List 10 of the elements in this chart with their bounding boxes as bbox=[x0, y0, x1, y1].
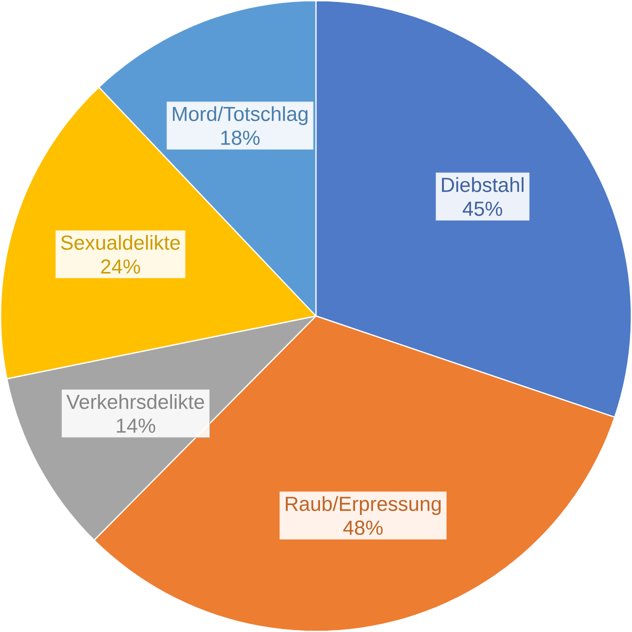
data-label: 18% bbox=[221, 130, 260, 145]
slice-label: Mord/Totschlag bbox=[172, 106, 308, 126]
data-label: 24% bbox=[101, 259, 140, 274]
slice-label: Sexualdelikte bbox=[61, 234, 180, 250]
data-label: 14% bbox=[116, 418, 156, 433]
data-label: 48% bbox=[343, 520, 383, 535]
slice-label: Diebstahl bbox=[442, 177, 524, 192]
slice-label: Verkehrsdelikte bbox=[66, 394, 204, 410]
data-label: 45% bbox=[462, 202, 502, 216]
slice-label: Raub/Erpressung bbox=[286, 496, 441, 516]
